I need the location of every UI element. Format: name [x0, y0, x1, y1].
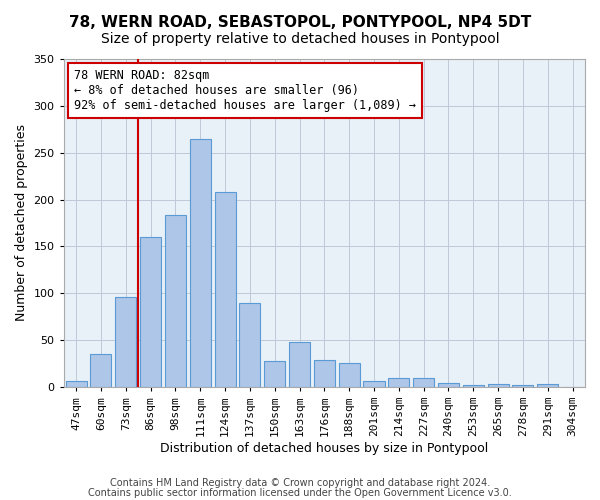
- Bar: [115, 297, 136, 387]
- Bar: [190, 138, 211, 387]
- Bar: [289, 342, 310, 387]
- Bar: [413, 378, 434, 387]
- Bar: [388, 378, 409, 387]
- Text: 78 WERN ROAD: 82sqm
← 8% of detached houses are smaller (96)
92% of semi-detache: 78 WERN ROAD: 82sqm ← 8% of detached hou…: [74, 69, 416, 112]
- Bar: [91, 354, 112, 387]
- Bar: [215, 192, 236, 387]
- Text: Contains public sector information licensed under the Open Government Licence v3: Contains public sector information licen…: [88, 488, 512, 498]
- Bar: [239, 302, 260, 387]
- Text: Size of property relative to detached houses in Pontypool: Size of property relative to detached ho…: [101, 32, 499, 46]
- Bar: [488, 384, 509, 387]
- Text: Contains HM Land Registry data © Crown copyright and database right 2024.: Contains HM Land Registry data © Crown c…: [110, 478, 490, 488]
- Bar: [512, 385, 533, 387]
- Bar: [537, 384, 559, 387]
- Bar: [314, 360, 335, 387]
- Text: 78, WERN ROAD, SEBASTOPOL, PONTYPOOL, NP4 5DT: 78, WERN ROAD, SEBASTOPOL, PONTYPOOL, NP…: [69, 15, 531, 30]
- Bar: [438, 383, 459, 387]
- Bar: [338, 364, 360, 387]
- Bar: [65, 382, 86, 387]
- Bar: [140, 237, 161, 387]
- Bar: [463, 385, 484, 387]
- X-axis label: Distribution of detached houses by size in Pontypool: Distribution of detached houses by size …: [160, 442, 488, 455]
- Bar: [165, 216, 186, 387]
- Bar: [264, 360, 285, 387]
- Bar: [364, 382, 385, 387]
- Y-axis label: Number of detached properties: Number of detached properties: [15, 124, 28, 322]
